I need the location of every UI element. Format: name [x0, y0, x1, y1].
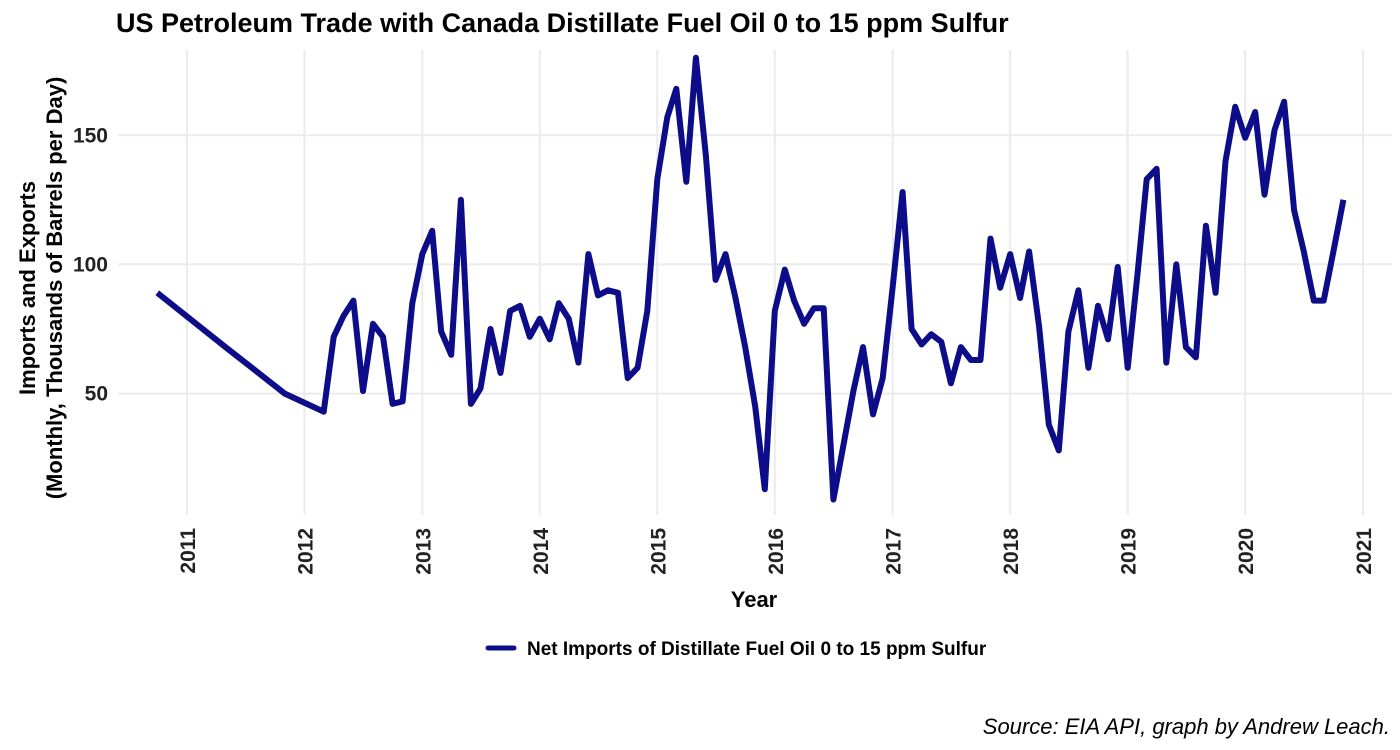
y-tick-label: 100 — [73, 253, 108, 276]
legend-label: Net Imports of Distillate Fuel Oil 0 to … — [527, 639, 987, 660]
x-tick-label: 2017 — [883, 528, 906, 575]
y-axis-title-line-2: (Monthly, Thousands of Barrels per Day) — [42, 77, 67, 500]
y-axis-title: Imports and Exports (Monthly, Thousands … — [15, 77, 67, 500]
legend: Net Imports of Distillate Fuel Oil 0 to … — [485, 639, 987, 660]
x-tick-label: 2016 — [765, 528, 788, 575]
x-tick-label: 2021 — [1353, 528, 1376, 575]
series-line-0 — [155, 54, 1347, 503]
chart-title: US Petroleum Trade with Canada Distillat… — [116, 8, 1009, 38]
x-tick-label: 2020 — [1235, 528, 1258, 575]
x-tick-label: 2012 — [294, 528, 317, 575]
x-tick-label: 2019 — [1118, 528, 1141, 575]
x-tick-label: 2014 — [530, 528, 553, 575]
y-axis-title-line-1: Imports and Exports — [15, 181, 40, 395]
chart-caption: Source: EIA API, graph by Andrew Leach. — [983, 714, 1390, 739]
x-tick-label: 2018 — [1000, 528, 1023, 575]
y-tick-labels: 50 100 150 — [73, 124, 108, 405]
y-tick-label: 50 — [85, 383, 108, 406]
grid-layer — [118, 50, 1392, 515]
x-axis-title: Year — [731, 587, 778, 612]
x-tick-label: 2013 — [412, 528, 435, 575]
x-tick-labels: 2011 2012 2013 2014 2015 2016 2017 2018 2019 2020… — [177, 528, 1376, 575]
series-layer — [155, 54, 1347, 503]
x-tick-label: 2015 — [647, 528, 670, 575]
x-tick-label: 2011 — [177, 528, 200, 574]
y-tick-label: 150 — [73, 124, 108, 147]
